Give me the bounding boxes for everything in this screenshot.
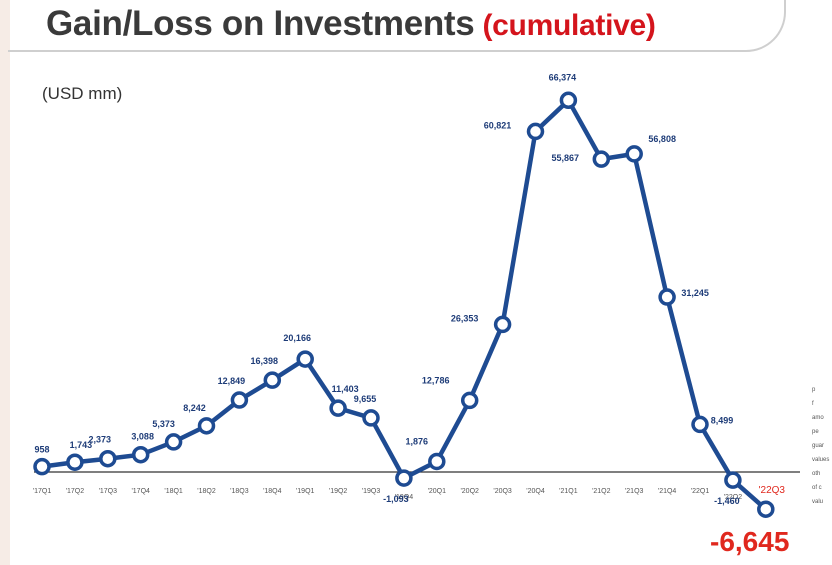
x-tick-label: '21Q3 — [625, 488, 644, 495]
data-label: 8,499 — [711, 415, 734, 425]
x-tick-label: '22Q1 — [691, 488, 710, 495]
data-label: 31,245 — [681, 288, 709, 298]
data-label: 8,242 — [183, 403, 206, 413]
title-main: Gain/Loss on Investments — [46, 4, 475, 43]
page-title: Gain/Loss on Investments (cumulative) — [46, 4, 656, 44]
data-point — [428, 452, 446, 471]
x-tick-label: '19Q1 — [296, 488, 315, 495]
data-label: 55,867 — [552, 153, 580, 163]
data-label: 26,353 — [451, 313, 479, 323]
x-tick-label: '20Q4 — [526, 488, 545, 495]
unit-label: (USD mm) — [42, 84, 123, 103]
data-point — [263, 371, 282, 389]
data-point — [625, 145, 643, 163]
data-point — [460, 391, 479, 410]
x-tick-label: '19Q3 — [362, 488, 381, 495]
left-accent-strip — [0, 0, 10, 565]
title-subtitle: (cumulative) — [482, 9, 656, 42]
x-tick-label: '17Q3 — [99, 488, 118, 495]
x-tick-label: '18Q4 — [263, 488, 282, 495]
data-point — [757, 500, 775, 518]
data-label: 5,373 — [152, 419, 175, 429]
x-tick-label: '18Q3 — [230, 488, 249, 495]
data-point — [66, 453, 84, 471]
title-box: Gain/Loss on Investments (cumulative) — [8, 0, 788, 52]
data-point — [395, 469, 413, 487]
data-label: 9,655 — [354, 394, 377, 404]
x-tick-label: '19Q4 — [395, 494, 414, 501]
x-tick-label: '21Q1 — [559, 488, 578, 495]
data-point — [691, 415, 709, 434]
x-tick-label: '22Q2 — [724, 494, 743, 501]
side-notes: p f amo pe guar values oth of c valu — [812, 385, 832, 507]
side-note: amo — [812, 415, 824, 421]
x-tick-label: '20Q3 — [493, 488, 512, 495]
data-point — [592, 150, 611, 168]
data-point — [362, 409, 380, 427]
side-note: guar — [812, 443, 825, 449]
data-label: 2,373 — [89, 435, 112, 445]
side-note: oth — [812, 471, 821, 477]
data-point — [197, 417, 216, 435]
x-tick-label: '22Q3 — [759, 485, 786, 496]
data-point — [99, 449, 117, 468]
data-label: 20,166 — [283, 333, 311, 343]
data-point — [329, 399, 347, 417]
data-label: 1,876 — [406, 436, 429, 446]
data-point — [230, 391, 249, 409]
x-tick-label: '17Q1 — [33, 488, 52, 495]
x-tick-label: '21Q2 — [592, 488, 611, 495]
data-point — [493, 315, 512, 334]
x-tick-label: '20Q2 — [460, 488, 479, 495]
side-note: pe — [812, 429, 819, 435]
data-label: -1,460 — [714, 496, 740, 506]
data-label: 12,786 — [422, 375, 450, 385]
data-label: 11,403 — [332, 384, 359, 394]
data-label: 60,821 — [484, 120, 512, 130]
data-label: 1,743 — [70, 440, 93, 450]
data-point — [296, 350, 314, 368]
highlight-value: -6,645 — [710, 526, 790, 557]
data-label: 16,398 — [251, 356, 279, 366]
data-label: -1,093 — [383, 494, 409, 504]
side-note: valu — [812, 499, 824, 505]
x-tick-label: '19Q2 — [329, 488, 348, 495]
data-label: 3,088 — [131, 432, 154, 442]
side-note: p — [812, 387, 816, 393]
data-label: 56,808 — [648, 134, 676, 144]
series-line — [39, 98, 769, 512]
x-tick-label: '18Q2 — [197, 488, 216, 495]
x-tick-label: '21Q4 — [658, 488, 677, 495]
data-point — [33, 457, 51, 476]
side-note: f — [812, 401, 814, 407]
data-point — [131, 445, 150, 464]
data-label: 66,374 — [549, 72, 577, 82]
data-point — [164, 433, 183, 451]
x-tick-label: '17Q4 — [131, 488, 150, 495]
side-note: values — [812, 457, 830, 463]
x-tick-label: '20Q1 — [428, 488, 447, 495]
data-point — [559, 91, 578, 110]
x-tick-label: '18Q1 — [164, 488, 183, 495]
data-point — [526, 122, 545, 141]
data-label: 12,849 — [218, 376, 246, 386]
data-point — [658, 288, 676, 306]
data-label: 958 — [34, 445, 49, 455]
x-tick-label: '17Q2 — [66, 488, 85, 495]
data-point — [724, 471, 742, 489]
side-note: of c — [812, 485, 822, 491]
